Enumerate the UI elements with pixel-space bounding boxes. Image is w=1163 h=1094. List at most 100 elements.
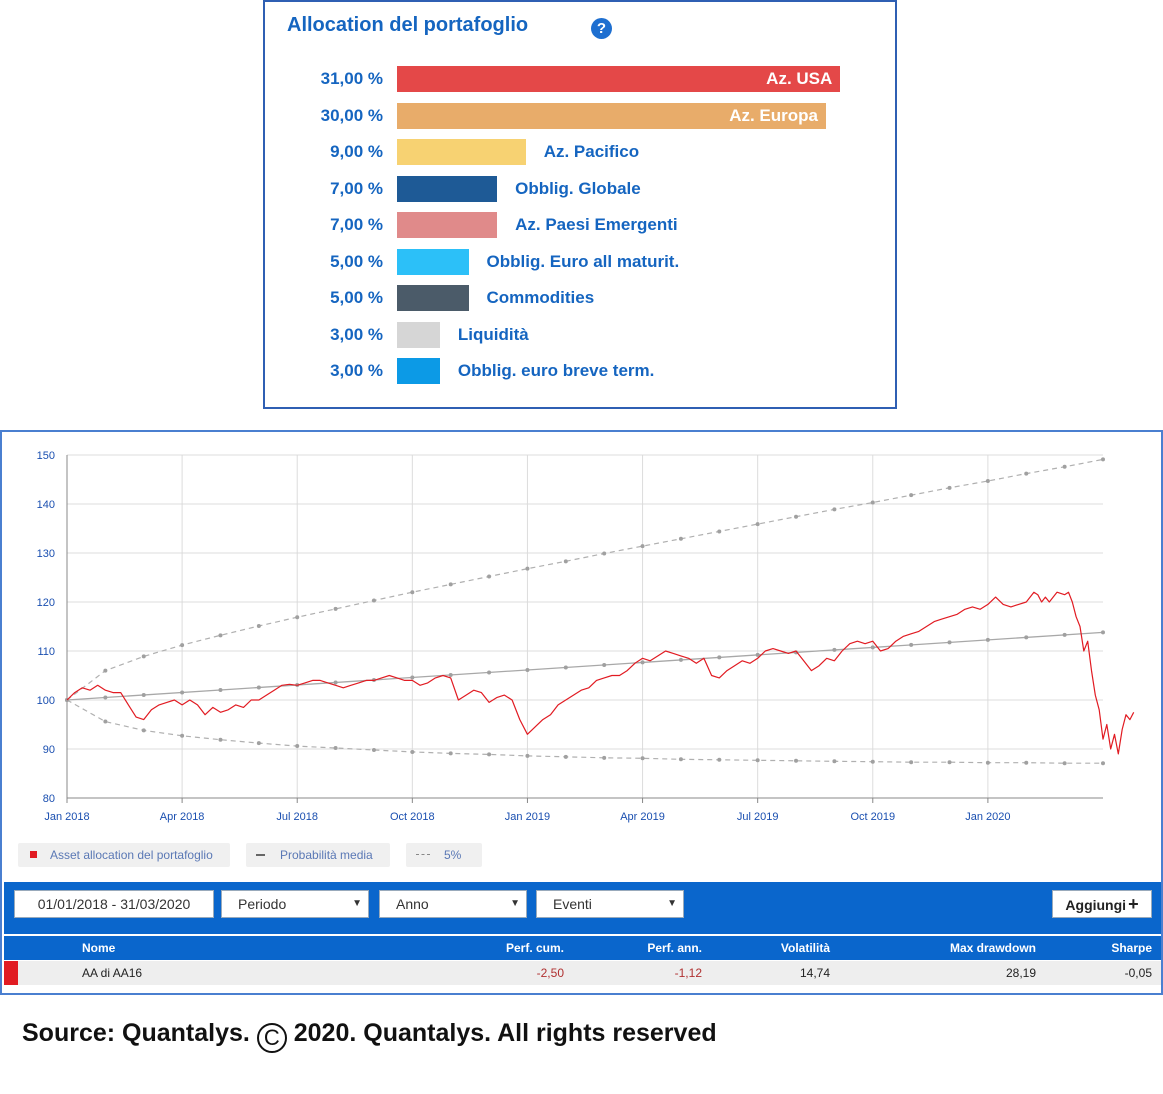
y-tick-label: 100 xyxy=(37,695,55,707)
allocation-percent: 31,00 % xyxy=(320,69,383,88)
header-volatilita[interactable]: Volatilità xyxy=(780,941,830,955)
legend-item-average[interactable]: Probabilità media xyxy=(246,843,390,867)
band-5pct-lower-point xyxy=(1024,760,1029,765)
cell-perf-cum: -2,50 xyxy=(536,966,564,980)
band-5pct-lower-point xyxy=(947,760,952,765)
average-point xyxy=(640,660,645,665)
allocation-title: Allocation del portafoglio xyxy=(287,14,529,36)
periodo-label: Periodo xyxy=(238,896,287,912)
allocation-percent: 30,00 % xyxy=(320,105,383,125)
band-5pct-upper-point xyxy=(717,529,722,534)
band-5pct-upper-point xyxy=(985,478,990,483)
header-sharpe[interactable]: Sharpe xyxy=(1111,941,1152,955)
header-perf-ann[interactable]: Perf. ann. xyxy=(647,941,702,955)
allocation-bar[interactable] xyxy=(397,285,469,311)
x-tick-label: Jan 2020 xyxy=(965,811,1010,823)
band-5pct-lower-point xyxy=(141,728,146,733)
legend-label-5pct: 5% xyxy=(444,848,462,862)
allocation-panel: Allocation del portafoglio ? 31,00 % Az. … xyxy=(263,0,897,409)
band-5pct-lower-point xyxy=(448,751,453,756)
x-tick-label: Oct 2018 xyxy=(390,811,435,823)
x-tick-label: Jul 2019 xyxy=(737,811,779,823)
band-5pct-upper-point xyxy=(602,551,607,556)
allocation-bar[interactable] xyxy=(397,321,440,348)
eventi-select[interactable]: Eventi ▼ xyxy=(536,890,684,918)
allocation-percent: 3,00 % xyxy=(330,361,383,380)
y-tick-label: 140 xyxy=(37,499,55,511)
average-point xyxy=(1024,635,1029,640)
band-5pct-lower-point xyxy=(985,760,990,765)
allocation-bar[interactable]: Az. Europa xyxy=(397,102,826,129)
header-max-drawdown[interactable]: Max drawdown xyxy=(949,941,1036,955)
band-5pct-upper-point xyxy=(256,624,261,629)
average-point xyxy=(256,685,261,690)
band-5pct-lower-point xyxy=(371,747,376,752)
band-5pct-lower-point xyxy=(602,755,607,760)
allocation-bar[interactable] xyxy=(397,175,498,202)
allocation-bar[interactable] xyxy=(397,248,469,275)
band-5pct-lower-line xyxy=(66,699,1103,764)
band-5pct-lower-point xyxy=(333,746,338,751)
band-5pct-lower-point xyxy=(103,719,108,724)
allocation-percent: 7,00 % xyxy=(330,215,383,234)
chevron-down-icon: ▼ xyxy=(510,898,520,909)
average-point xyxy=(717,655,722,660)
periodo-select[interactable]: Periodo ▼ xyxy=(221,890,369,918)
band-5pct-upper-point xyxy=(640,544,645,549)
average-point xyxy=(947,640,952,645)
band-5pct-upper-point xyxy=(410,590,415,595)
header-nome[interactable]: Nome xyxy=(82,941,116,955)
allocation-label: Az. Europa xyxy=(729,105,818,125)
plus-icon: + xyxy=(1128,894,1139,914)
average-point xyxy=(909,642,914,647)
band-5pct-lower-point xyxy=(870,759,875,764)
band-5pct-lower-point xyxy=(755,758,760,763)
average-point xyxy=(832,647,837,652)
average-point xyxy=(563,665,568,670)
allocation-percent: 9,00 % xyxy=(330,142,383,161)
allocation-bar[interactable] xyxy=(397,358,440,384)
band-5pct-upper-point xyxy=(909,493,914,498)
allocation-row: 3,00 % Obblig. euro breve term. xyxy=(265,358,895,384)
date-range-input[interactable]: 01/01/2018 - 31/03/2020 xyxy=(14,890,214,918)
average-point xyxy=(103,695,108,700)
allocation-percent: 7,00 % xyxy=(330,178,383,198)
table-row[interactable]: AA di AA16 -2,50 -1,12 14,74 28,19 -0,05 xyxy=(4,961,1161,985)
add-button[interactable]: Aggiungi + xyxy=(1052,890,1152,918)
legend-marker-red xyxy=(30,851,37,858)
band-5pct-lower-point xyxy=(909,760,914,765)
y-tick-label: 110 xyxy=(37,646,55,658)
band-5pct-upper-point xyxy=(870,500,875,505)
allocation-bar[interactable] xyxy=(397,139,526,165)
x-tick-label: Apr 2019 xyxy=(620,811,665,823)
allocation-bar[interactable]: Az. USA xyxy=(397,66,841,92)
allocation-row: 5,00 % Obblig. Euro all maturit. xyxy=(265,248,895,275)
copyright-icon: C xyxy=(256,1023,287,1053)
header-perf-cum[interactable]: Perf. cum. xyxy=(505,941,564,955)
band-5pct-lower-point xyxy=(487,752,492,757)
x-tick-label: Oct 2019 xyxy=(850,811,895,823)
allocation-label: Obblig. Globale xyxy=(515,178,641,198)
allocation-bar[interactable] xyxy=(397,212,498,238)
y-tick-label: 90 xyxy=(43,744,55,756)
table-header: Nome Perf. cum. Perf. ann. Volatilità Ma… xyxy=(4,936,1161,960)
chart-panel: 80 90 100 110 120 130 140 150 Jan 2018 Apr 2018 Ju… xyxy=(0,430,1163,995)
legend-label-average: Probabilità media xyxy=(280,848,373,862)
average-point xyxy=(333,680,338,685)
legend-item-portfolio[interactable]: Asset allocation del portafoglio xyxy=(18,843,230,867)
band-5pct-lower-point xyxy=(794,758,799,763)
allocation-percent: 5,00 % xyxy=(330,288,383,307)
band-5pct-upper-point xyxy=(333,606,338,611)
band-5pct-lower-point xyxy=(678,757,683,762)
average-point xyxy=(141,692,146,697)
y-tick-label: 150 xyxy=(37,450,55,462)
allocation-row: 3,00 % Liquidità xyxy=(265,321,895,348)
allocation-label: Az. USA xyxy=(766,69,833,88)
legend-marker-dashed xyxy=(416,854,430,855)
band-5pct-lower-point xyxy=(218,737,223,742)
question-circle-icon[interactable]: ? xyxy=(591,18,612,39)
average-line xyxy=(66,631,1104,701)
legend-item-5pct[interactable]: 5% xyxy=(406,843,482,867)
anno-select[interactable]: Anno ▼ xyxy=(379,890,527,918)
performance-chart: 80 90 100 110 120 130 140 150 Jan 2018 Apr 2018 Ju… xyxy=(37,450,1135,823)
